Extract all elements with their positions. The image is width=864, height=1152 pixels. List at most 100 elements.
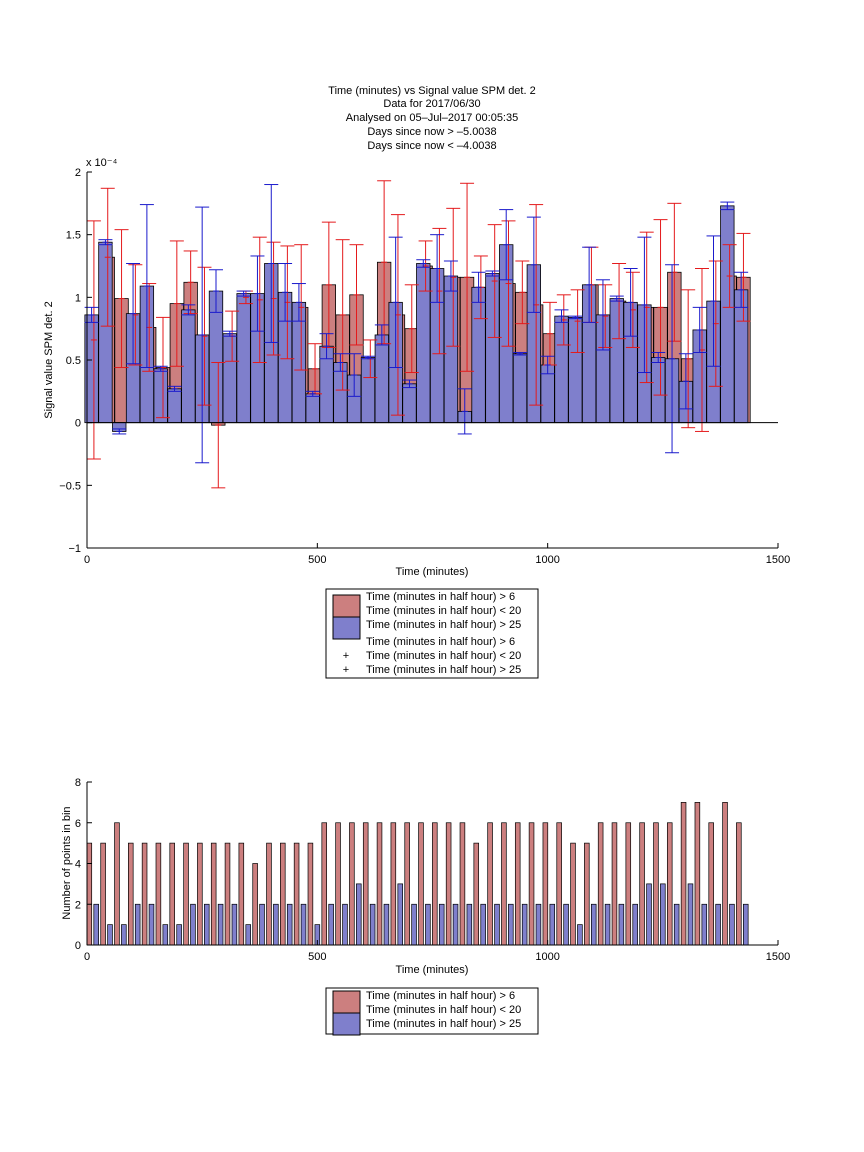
- legend-label-4: Time (minutes in half hour) > 6: [366, 636, 515, 648]
- bottom-legend-label-2: Time (minutes in half hour) < 20: [366, 1004, 521, 1016]
- blue-count-bar: [259, 903, 265, 946]
- red-count-bar: [128, 842, 134, 946]
- top-x-tick-label: 0: [84, 554, 90, 566]
- red-count-bar: [722, 802, 728, 946]
- red-count-bar: [141, 842, 148, 946]
- blue-bar: [568, 316, 583, 424]
- bottom-x-tick-label: 1000: [535, 951, 559, 963]
- blue-count-bar: [480, 903, 486, 946]
- top-axis-ticks: −1 −0.5 0 0.5 1 1.5 2 0 500 1000 1500: [59, 167, 790, 566]
- legend-label-3: Time (minutes in half hour) > 25: [366, 619, 521, 631]
- red-count-bar: [404, 822, 410, 946]
- blue-bar-series: [84, 205, 749, 432]
- blue-count-bar: [300, 903, 307, 946]
- blue-count-bar: [715, 903, 721, 946]
- blue-count-bar: [383, 903, 390, 946]
- red-count-bar: [736, 822, 742, 946]
- blue-count-bar: [590, 903, 597, 946]
- blue-count-bar: [425, 903, 431, 946]
- legend-label-6: Time (minutes in half hour) > 25: [366, 664, 521, 676]
- blue-count-bar: [134, 903, 141, 946]
- red-count-bar: [597, 822, 604, 946]
- red-count-bar: [570, 842, 576, 946]
- blue-bar: [222, 333, 237, 424]
- blue-count-bar: [204, 903, 210, 946]
- red-count-bar: [666, 822, 673, 946]
- blue-count-bar: [549, 903, 556, 946]
- top-y-tick-label: −0.5: [59, 480, 81, 492]
- blue-count-bar: [729, 903, 735, 946]
- blue-count-bar: [494, 903, 500, 946]
- red-count-bar: [487, 822, 493, 946]
- blue-count-bar: [176, 924, 182, 946]
- blue-count-bar: [121, 924, 127, 946]
- title-line-5: Days since now < –4.0038: [367, 140, 496, 152]
- blue-count-bar: [148, 903, 155, 946]
- bottom-legend-label-3: Time (minutes in half hour) > 25: [366, 1018, 521, 1030]
- blue-count-series: [93, 883, 749, 946]
- top-y-tick-label: 1: [75, 292, 81, 304]
- bottom-legend: Time (minutes in half hour) > 6 Time (mi…: [325, 987, 539, 1036]
- red-count-bar: [514, 822, 521, 946]
- blue-count-bar: [521, 903, 528, 946]
- legend-label-1: Time (minutes in half hour) > 6: [366, 591, 515, 603]
- blue-count-bar: [604, 903, 611, 946]
- blue-bar: [609, 298, 624, 424]
- bottom-legend-blue-swatch: [332, 1012, 361, 1036]
- blue-bar: [485, 273, 500, 424]
- red-count-bar: [708, 822, 714, 946]
- top-x-axis-label: Time (minutes): [396, 566, 469, 578]
- red-count-bar: [197, 842, 203, 946]
- red-count-bar: [611, 822, 618, 946]
- red-count-bar: [321, 822, 327, 946]
- red-count-bar: [183, 842, 189, 946]
- title-line-3: Analysed on 05–Jul–2017 00:05:35: [346, 112, 518, 124]
- red-count-bar: [100, 842, 106, 946]
- chart-title: Time (minutes) vs Signal value SPM det. …: [328, 85, 535, 152]
- bottom-x-axis-label: Time (minutes): [396, 964, 469, 976]
- blue-count-bar: [577, 924, 583, 946]
- blue-count-bar: [618, 903, 625, 946]
- red-count-bar: [418, 822, 424, 946]
- blue-bar: [360, 357, 376, 424]
- red-count-bar: [86, 842, 93, 946]
- blue-count-bar: [162, 924, 169, 946]
- blue-count-bar: [508, 903, 514, 946]
- blue-count-bar: [687, 883, 694, 946]
- blue-bar: [651, 357, 666, 424]
- top-legend: Time (minutes in half hour) > 6 Time (mi…: [325, 588, 539, 679]
- blue-count-bar: [673, 903, 680, 946]
- red-count-bar: [459, 822, 466, 946]
- bottom-y-tick-label: 4: [75, 859, 81, 871]
- red-count-bar: [307, 842, 314, 946]
- blue-bar: [416, 263, 431, 424]
- bottom-axis-ticks: 0 2 4 6 8 0 500 1000 1500: [75, 777, 790, 963]
- title-line-1: Time (minutes) vs Signal value SPM det. …: [328, 85, 535, 97]
- blue-count-bar: [369, 903, 376, 946]
- blue-count-bar: [93, 903, 99, 946]
- legend-label-2: Time (minutes in half hour) < 20: [366, 605, 521, 617]
- blue-bar: [305, 393, 320, 424]
- red-count-bar: [169, 842, 175, 946]
- blue-bar: [374, 334, 389, 424]
- blue-count-bar: [217, 903, 224, 946]
- red-count-bar: [114, 822, 120, 946]
- red-count-bar: [625, 822, 632, 946]
- blue-bar: [98, 241, 113, 424]
- red-count-bar: [473, 842, 480, 946]
- red-count-series: [86, 802, 742, 946]
- top-y-tick-label: 2: [75, 167, 81, 179]
- red-count-bar: [362, 822, 369, 946]
- blue-bar: [733, 289, 749, 424]
- bottom-y-tick-label: 2: [75, 899, 81, 911]
- blue-count-bar: [646, 883, 652, 946]
- blue-count-bar: [466, 903, 473, 946]
- red-count-bar: [224, 842, 231, 946]
- bottom-x-tick-label: 1500: [766, 951, 790, 963]
- blue-count-bar: [231, 903, 238, 946]
- top-y-axis-label: Signal value SPM det. 2: [43, 301, 55, 418]
- top-y-tick-label: −1: [68, 543, 81, 555]
- top-y-tick-label: 0.5: [66, 355, 81, 367]
- red-count-bar: [556, 822, 562, 946]
